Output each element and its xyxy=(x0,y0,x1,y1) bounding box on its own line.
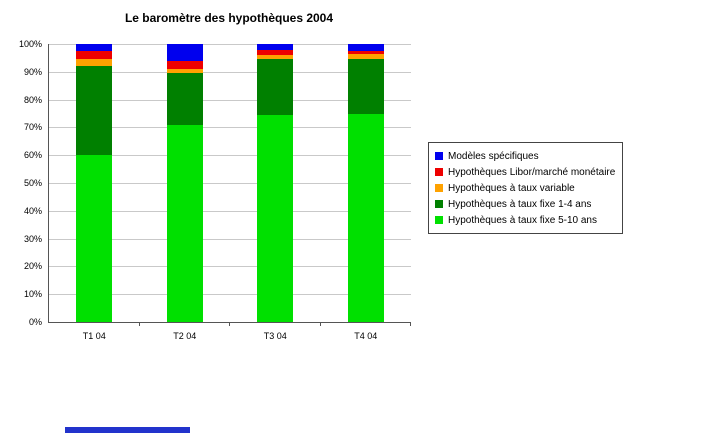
gridline xyxy=(49,210,411,212)
y-tick-label: 10% xyxy=(23,289,42,300)
gridline xyxy=(49,294,411,296)
gridline xyxy=(49,266,411,268)
legend-swatch-icon xyxy=(435,184,443,192)
bar-segment xyxy=(76,66,113,156)
bar-segment xyxy=(257,114,294,322)
y-tick-label: 90% xyxy=(23,66,42,77)
y-tick-label: 70% xyxy=(23,122,42,133)
gridline xyxy=(49,238,411,240)
gridline xyxy=(49,99,411,101)
legend-item: Modèles spécifiques xyxy=(435,148,615,164)
legend-item: Hypothèques à taux fixe 5-10 ans xyxy=(435,212,615,228)
legend-swatch-icon xyxy=(435,168,443,176)
gridline xyxy=(49,127,411,129)
decorative-blue-bar xyxy=(65,427,190,433)
chart-title: Le baromètre des hypothèques 2004 xyxy=(124,11,334,25)
bar-segment xyxy=(76,59,113,67)
y-tick-label: 50% xyxy=(23,178,42,188)
legend: Modèles spécifiques Hypothèques Libor/mar… xyxy=(428,142,624,234)
bar-segment xyxy=(166,73,203,125)
bar-segment xyxy=(347,44,384,51)
bar-segment xyxy=(347,59,384,114)
bar-segment xyxy=(166,124,203,322)
x-category-label: T3 04 xyxy=(263,331,287,341)
bar-segment xyxy=(257,49,294,56)
legend-label: Hypothèques à taux variable xyxy=(448,182,575,194)
y-tick-label: 80% xyxy=(23,94,42,105)
x-axis-tick xyxy=(319,322,321,326)
legend-label: Hypothèques à taux fixe 5-10 ans xyxy=(448,214,597,226)
y-axis: 0% 10% 20% 30% 40% 50% 60% 70% 80% 90% 100% xyxy=(0,39,44,327)
y-tick-label: 30% xyxy=(23,233,42,244)
y-tick-label: 40% xyxy=(23,205,42,216)
legend-item: Hypothèques à taux variable xyxy=(435,180,615,196)
bar-segment xyxy=(347,50,384,54)
x-axis-tick xyxy=(410,322,411,326)
bar-segment xyxy=(257,59,294,115)
bar-segment xyxy=(257,44,294,50)
x-category-label: T2 04 xyxy=(173,331,197,341)
bar-segment xyxy=(347,53,384,60)
legend-swatch-icon xyxy=(435,216,443,224)
legend-label: Hypothèques Libor/marché monétaire xyxy=(448,166,616,178)
y-tick-label: 100% xyxy=(18,39,42,49)
x-axis-tick xyxy=(138,322,140,326)
legend-swatch-icon xyxy=(435,200,443,208)
gridline xyxy=(49,183,411,184)
bar-segment xyxy=(76,155,113,322)
legend-label: Modèles spécifiques xyxy=(448,150,539,162)
gridline xyxy=(49,44,411,45)
bar-segment xyxy=(166,69,203,74)
bar-segment xyxy=(76,44,113,51)
legend-label: Hypothèques à taux fixe 1-4 ans xyxy=(448,198,592,210)
bar-segment xyxy=(166,44,203,61)
legend-item: Hypothèques à taux fixe 1-4 ans xyxy=(435,196,615,212)
x-axis-tick xyxy=(229,322,230,326)
plot-area: T1 04 T2 04 T3 04 T4 04 xyxy=(48,44,411,341)
y-tick-label: 0% xyxy=(28,317,42,327)
gridline xyxy=(49,71,411,73)
legend-item: Hypothèques Libor/marché monétaire xyxy=(435,164,615,180)
y-tick-label: 60% xyxy=(23,150,42,161)
bar-segment xyxy=(166,60,203,70)
bar-segment xyxy=(257,55,294,60)
gridline xyxy=(49,155,411,157)
legend-swatch-icon xyxy=(435,152,443,160)
y-tick-label: 20% xyxy=(23,261,42,272)
x-category-label: T1 04 xyxy=(82,331,106,341)
bar-segment xyxy=(347,113,384,322)
x-category-label: T4 04 xyxy=(354,331,378,341)
bar-segment xyxy=(76,50,113,60)
